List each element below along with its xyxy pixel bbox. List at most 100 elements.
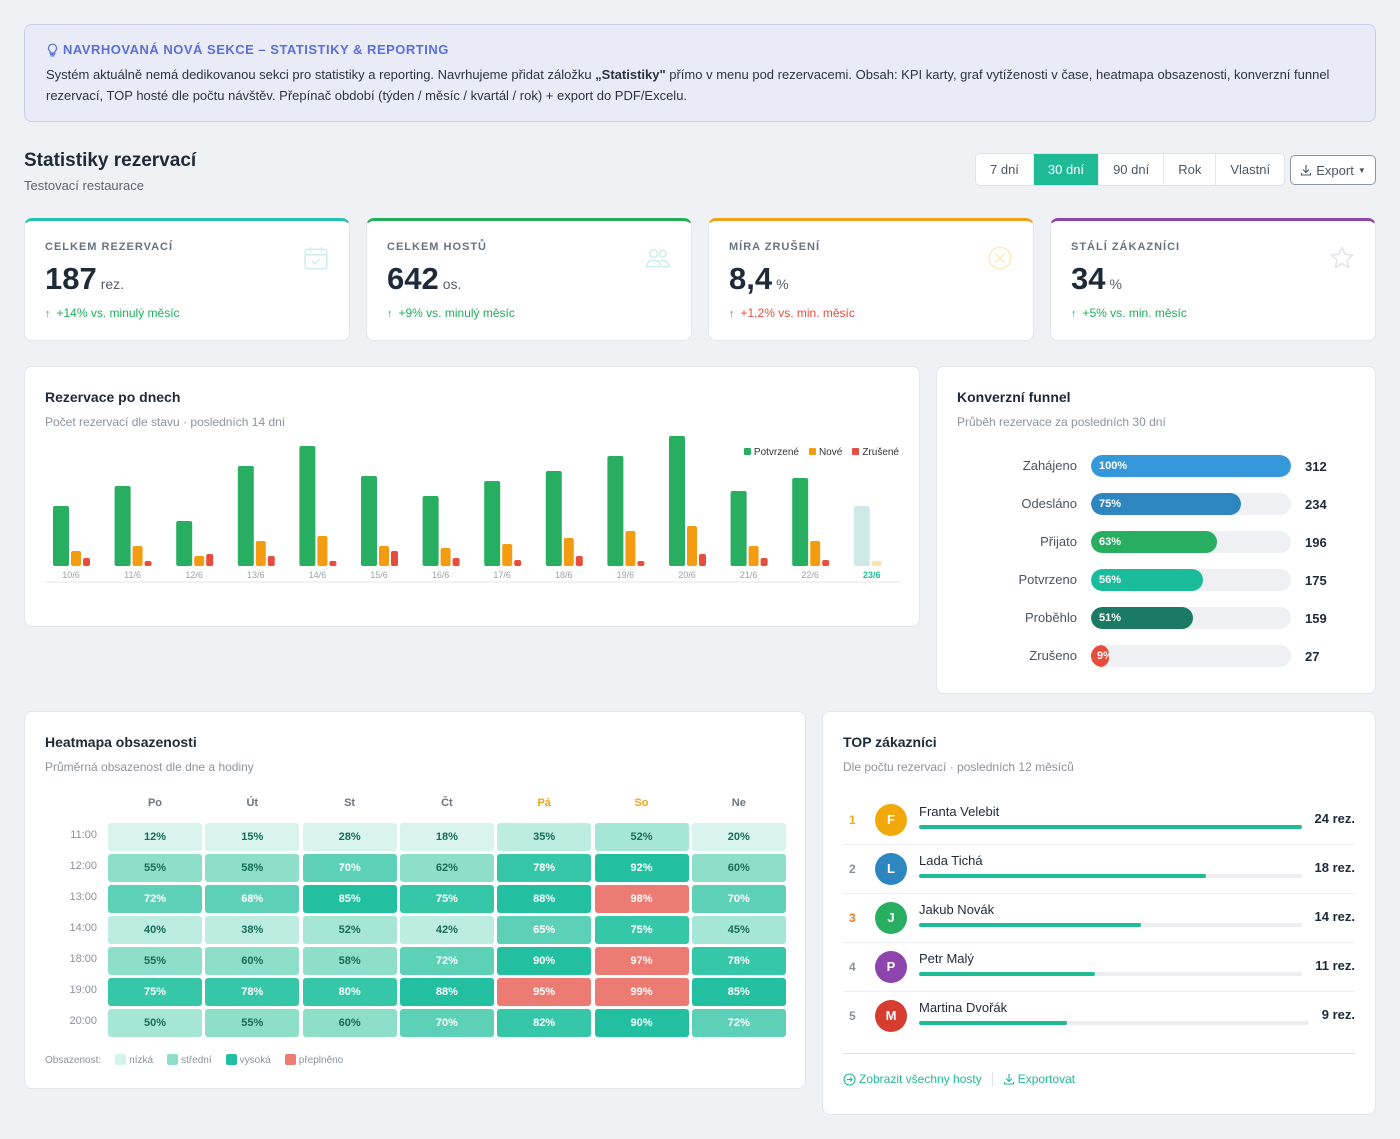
banner-text-part: přímo v menu pod rezervacemi. Obsah: KPI… <box>46 67 1330 103</box>
funnel-stage-label: Proběhlo <box>1024 610 1077 625</box>
funnel-fill: 63% <box>1091 531 1217 553</box>
customer-count: 14 rez. <box>1314 909 1355 924</box>
funnel-card: Konverzní funnel Průběh rezervace za pos… <box>936 366 1376 694</box>
bar-Potvrzené <box>607 456 624 566</box>
kpi-unit: rez. <box>100 276 125 292</box>
bar-Zrušené <box>575 556 583 566</box>
calendar-check-icon <box>303 245 329 276</box>
banner-text-part: Systém aktuálně nemá dedikovanou sekci p… <box>46 67 596 82</box>
heatmap-card: Heatmapa obsazenosti Průměrná obsazenost… <box>24 711 806 1089</box>
banner-title: NAVRHOVANÁ NOVÁ SEKCE – STATISTIKY & REP… <box>46 42 1354 57</box>
legend-item: Zrušené <box>852 447 899 458</box>
heatmap-cell: 80% <box>302 978 397 1006</box>
customer-row[interactable]: 2 L Lada Tichá 18 rez. <box>843 846 1355 894</box>
bar-Nové <box>194 556 205 566</box>
top-customers-actions: Zobrazit všechny hosty Exportovat <box>843 1072 1075 1086</box>
heatmap-cell: 75% <box>108 978 202 1006</box>
bar-Nové <box>687 526 697 566</box>
funnel-fill: 51% <box>1091 607 1193 629</box>
heatmap-cell: 90% <box>497 947 592 975</box>
avatar: P <box>875 951 907 983</box>
avatar: L <box>875 853 907 885</box>
heatmap-cell: 78% <box>205 978 300 1006</box>
heatmap-cell: 70% <box>399 1009 494 1037</box>
period-option[interactable]: 30 dní <box>1033 154 1100 185</box>
customer-row[interactable]: 5 M Martina Dvořák 9 rez. <box>843 993 1355 1041</box>
legend-swatch <box>743 448 751 455</box>
customer-row[interactable]: 4 P Petr Malý 11 rez. <box>843 944 1355 992</box>
bar-Zrušené <box>144 561 152 566</box>
bar-Nové <box>871 561 882 566</box>
funnel-track: 9% <box>1091 645 1291 667</box>
funnel-row: Potvrzeno 56% 175 <box>937 569 1375 591</box>
heatmap-cell: 78% <box>691 947 786 975</box>
legend-swatch <box>852 448 860 455</box>
bar-Zrušené <box>822 560 830 566</box>
users-icon <box>645 245 671 276</box>
kpi-trend: ↑ +14% vs. minulý měsíc <box>45 306 329 320</box>
export-customers-link[interactable]: Exportovat <box>1003 1072 1075 1086</box>
heatmap-cell: 60% <box>691 854 786 882</box>
customer-rank: 1 <box>849 813 856 827</box>
customer-row[interactable]: 3 J Jakub Novák 14 rez. <box>843 895 1355 943</box>
bar-Potvrzené <box>361 476 377 566</box>
kpi-card: MÍRA ZRUŠENÍ 8,4% ↑ +1,2% vs. min. měsíc <box>708 218 1034 341</box>
heatmap-day-label: So <box>634 797 649 809</box>
kpi-label: STÁLÍ ZÁKAZNÍCI <box>1071 241 1181 253</box>
heatmap-cell: 58% <box>302 947 397 975</box>
legend-item: Nové <box>808 447 842 458</box>
divider <box>843 1053 1355 1054</box>
star-icon <box>1329 245 1355 276</box>
heatmap-legend-item: střední <box>167 1054 212 1066</box>
customer-rank: 3 <box>849 911 856 925</box>
heatmap-legend: Obsazenost: nízká střední vysoká přeplněno <box>45 1054 343 1066</box>
arrow-up-icon: ↑ <box>387 308 393 320</box>
funnel-stage-label: Odesláno <box>1021 496 1077 511</box>
heatmap-title: Heatmapa obsazenosti <box>45 734 197 750</box>
funnel-track: 63% <box>1091 531 1291 553</box>
heatmap-cell: 88% <box>399 978 494 1006</box>
kpi-trend-text: +14% vs. minulý měsíc <box>56 306 180 320</box>
export-button[interactable]: Export ▼ <box>1290 155 1376 185</box>
kpi-value: 8,4% <box>729 261 1013 297</box>
x-tick-label: 17/6 <box>493 570 511 580</box>
x-tick-label: 11/6 <box>124 570 141 580</box>
export-customers-label: Exportovat <box>1017 1072 1076 1086</box>
show-all-guests-link[interactable]: Zobrazit všechny hosty <box>843 1072 982 1086</box>
arrow-up-icon: ↑ <box>1071 308 1077 320</box>
period-option[interactable]: Vlastní <box>1230 162 1271 177</box>
funnel-count: 234 <box>1305 497 1327 512</box>
arrow-up-icon: ↑ <box>729 308 735 320</box>
bar-chart-subtitle: Počet rezervací dle stavu · posledních 1… <box>45 415 286 429</box>
bar-Potvrzené <box>422 496 439 566</box>
kpi-value: 187 rez. <box>45 261 329 297</box>
heatmap-legend-label: střední <box>181 1055 212 1066</box>
funnel-count: 312 <box>1305 459 1327 474</box>
kpi-label: CELKEM HOSTŮ <box>387 241 487 253</box>
funnel-row: Odesláno 75% 234 <box>937 493 1375 515</box>
period-option[interactable]: 90 dní <box>1099 154 1165 185</box>
bar-Nové <box>71 551 81 566</box>
x-tick-label: 19/6 <box>617 570 635 580</box>
heatmap-cell: 38% <box>205 916 300 944</box>
customer-count: 9 rez. <box>1321 1007 1355 1022</box>
heatmap-cell: 75% <box>594 916 689 944</box>
bar-Potvrzené <box>176 521 193 566</box>
banner-title-text: NAVRHOVANÁ NOVÁ SEKCE – STATISTIKY & REP… <box>63 42 449 57</box>
funnel-fill: 100% <box>1091 455 1291 477</box>
heatmap-cell: 72% <box>108 885 202 913</box>
period-option[interactable]: 7 dní <box>976 154 1034 185</box>
funnel-track: 51% <box>1091 607 1291 629</box>
bar-Zrušené <box>514 560 522 566</box>
bar-Nové <box>563 538 574 566</box>
bar-chart: 10/6 11/6 12/6 13/6 14/6 15/6 16/6 17/6 18/6 19/6… <box>45 436 900 583</box>
customer-row[interactable]: 1 F Franta Velebit 24 rez. <box>843 797 1355 845</box>
funnel-stage-label: Zrušeno <box>1029 648 1077 663</box>
kpi-unit: os. <box>442 276 462 292</box>
bar-Nové <box>440 548 451 566</box>
period-option[interactable]: Rok <box>1164 154 1217 185</box>
bar-Zrušené <box>391 551 398 566</box>
legend-label: Potvrzené <box>753 447 799 458</box>
avatar: J <box>875 902 907 934</box>
heatmap-day-label: Ne <box>731 797 746 809</box>
